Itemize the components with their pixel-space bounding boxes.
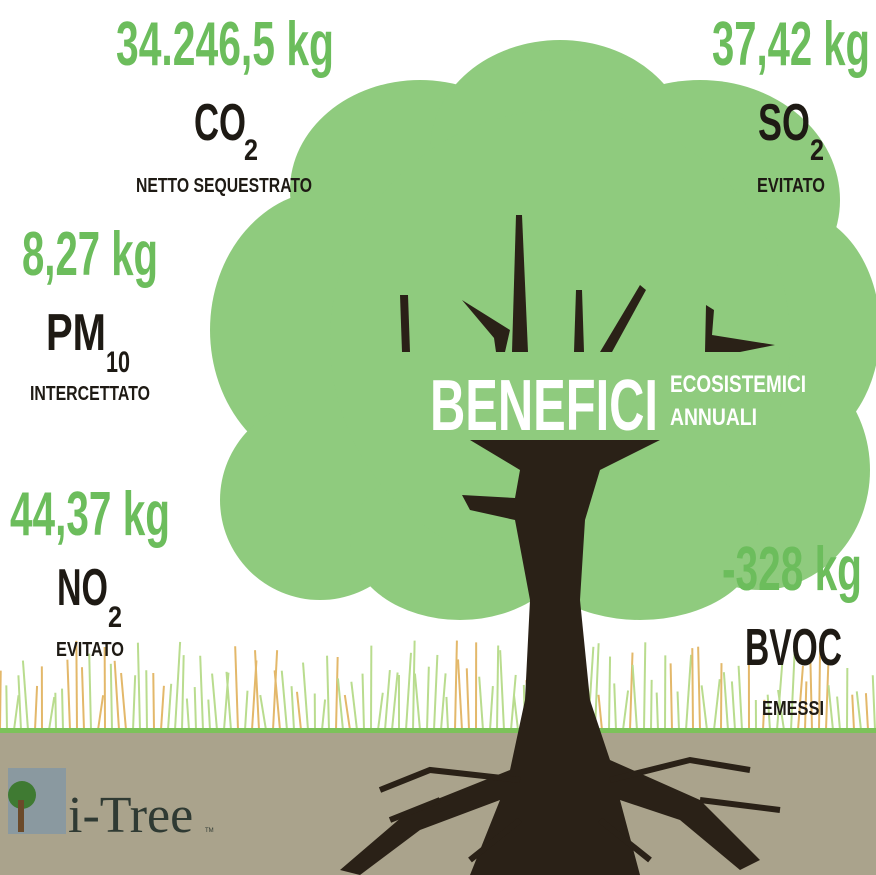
- grass-blade: [644, 642, 645, 730]
- benefit-value: 8,27 kg: [22, 220, 158, 289]
- headline-subtitle: ANNUALI: [670, 404, 757, 431]
- pollutant: PM: [46, 304, 106, 362]
- grass-blade: [111, 664, 112, 730]
- pollutant-subscript: 2: [810, 134, 824, 167]
- headline-title: BENEFICI: [430, 366, 658, 446]
- logo-trademark: TM: [205, 828, 214, 834]
- benefit-label: NETTO SEQUESTRATO: [136, 175, 312, 197]
- grass-blade: [6, 685, 7, 730]
- benefit-value: 34.246,5 kg: [116, 10, 334, 79]
- grass-blade: [62, 689, 63, 730]
- pollutant: SO: [758, 94, 810, 152]
- grass-blade: [195, 687, 196, 730]
- benefit-label: EVITATO: [56, 639, 124, 661]
- logo-trunk: [18, 800, 24, 832]
- benefit-value: -328 kg: [722, 535, 862, 604]
- grass-blade: [609, 657, 610, 730]
- benefit-label: EVITATO: [757, 175, 825, 197]
- pollutant-subscript: 10: [106, 346, 130, 379]
- pollutant: NO: [57, 559, 108, 617]
- pollutant: CO: [194, 94, 246, 152]
- grass-blade: [692, 648, 693, 730]
- grass-blade: [146, 670, 147, 730]
- grass-blade: [497, 646, 498, 730]
- grass-blade: [657, 693, 658, 730]
- benefit-label: EMESSI: [762, 698, 824, 720]
- pollutant-subscript: 2: [108, 601, 122, 634]
- headline-subtitle: ECOSISTEMICI: [670, 371, 806, 398]
- benefit-value: 44,37 kg: [10, 480, 170, 549]
- grass-blade: [671, 663, 672, 730]
- pollutant-subscript: 2: [244, 134, 258, 167]
- benefit-value: 37,42 kg: [712, 10, 870, 79]
- infographic: BENEFICI ECOSISTEMICI ANNUALI 34.246,5 k…: [0, 0, 876, 875]
- grass-blade: [153, 673, 154, 730]
- benefit-label: INTERCETTATO: [30, 383, 150, 405]
- logo-text: i-Tree: [68, 787, 193, 844]
- grass-blade: [55, 693, 56, 730]
- grass-blade: [651, 680, 652, 730]
- pollutant: BVOC: [745, 619, 842, 677]
- grass-blade: [0, 671, 1, 730]
